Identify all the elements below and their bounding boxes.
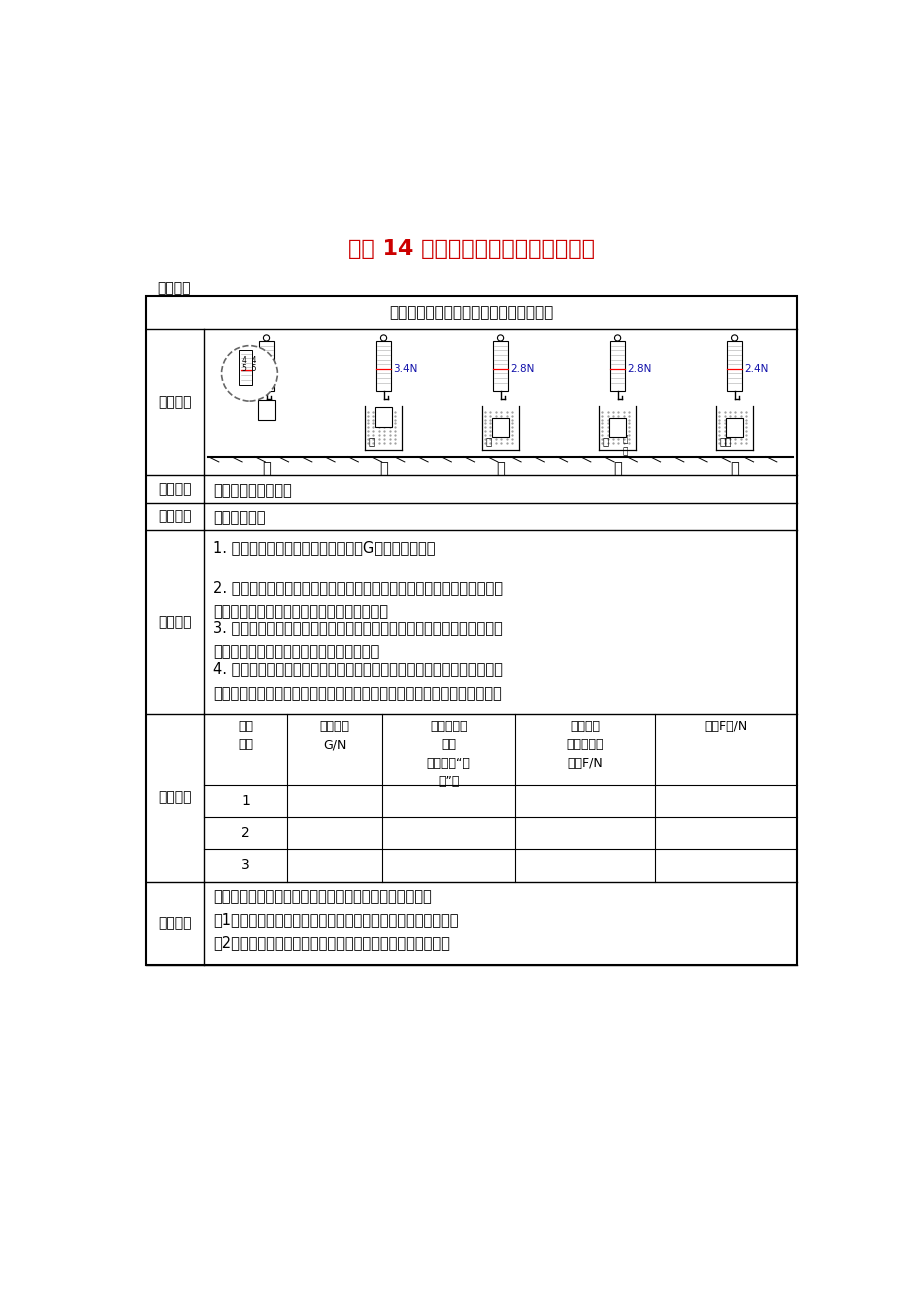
Bar <box>239 350 252 385</box>
Text: 2. 依次将金属块浸入水中不同位置，如图乙、丙所示。观察比较弹簧测力
计的示数变化情况，记从而比较浮力的大小；: 2. 依次将金属块浸入水中不同位置，如图乙、丙所示。观察比较弹簧测力 计的示数变… <box>213 579 503 620</box>
Text: 浮力的大小与液体的密度和物体所排开液体的体积有关。: 浮力的大小与液体的密度和物体所排开液体的体积有关。 <box>213 889 432 905</box>
Circle shape <box>380 335 386 341</box>
Circle shape <box>731 335 737 341</box>
Text: 2.8N: 2.8N <box>627 363 652 374</box>
Text: 5  5: 5 5 <box>243 365 256 374</box>
Text: 实验 14 探究浮力大小跟哪些因素有关: 实验 14 探究浮力大小跟哪些因素有关 <box>347 240 595 259</box>
Text: 探究过程: 探究过程 <box>158 615 191 629</box>
Bar <box>726 341 742 391</box>
Text: 实验装置: 实验装置 <box>158 395 191 409</box>
Text: 浸入水中
弹簧测力计
示数F/N: 浸入水中 弹簧测力计 示数F/N <box>566 720 603 769</box>
Bar <box>608 418 626 437</box>
Bar <box>146 297 796 965</box>
Text: 4. 再将金属块分别浸没在水和浓盐水中，如图丁、戊所示，观察比较弹簧
测力计的示数变化情况，从而比较金属块在水和浓盐水中受到浮力的大小；: 4. 再将金属块分别浸没在水和浓盐水中，如图丁、戊所示，观察比较弹簧 测力计的示… <box>213 661 503 700</box>
Bar <box>725 418 743 437</box>
Text: 浮力F浮/N: 浮力F浮/N <box>703 720 746 733</box>
Text: 乙: 乙 <box>379 461 388 477</box>
Text: 丙: 丙 <box>495 461 505 477</box>
Text: 3. 依次将金属块浸没水中不同位置，如图丙、丁所示。观察比较弹簧测力
计的示数变化情况，从而比较浮力的大小；: 3. 依次将金属块浸没水中不同位置，如图丙、丁所示。观察比较弹簧测力 计的示数变… <box>213 620 503 659</box>
Text: 1: 1 <box>241 794 250 807</box>
Text: 实验方法: 实验方法 <box>158 482 191 496</box>
Text: 实验结论: 实验结论 <box>158 917 191 930</box>
Bar <box>609 341 625 391</box>
Bar <box>493 341 508 391</box>
Text: （2）排开液体的体积一定时，液体的密度越大，浮力越大。: （2）排开液体的体积一定时，液体的密度越大，浮力越大。 <box>213 935 449 950</box>
Circle shape <box>497 335 503 341</box>
Text: 戊: 戊 <box>730 461 738 477</box>
Bar <box>375 341 391 391</box>
Text: 水: 水 <box>484 436 491 445</box>
Text: 考点聚焦: 考点聚焦 <box>157 281 191 296</box>
Text: 称重法测浮力: 称重法测浮力 <box>213 510 266 526</box>
Bar <box>492 418 508 437</box>
Text: 1. 用弹簧测力计测出金属块所受重力G，如图甲所示；: 1. 用弹簧测力计测出金属块所受重力G，如图甲所示； <box>213 540 436 555</box>
Bar <box>375 408 391 427</box>
Text: 盐
水: 盐 水 <box>622 435 628 457</box>
Text: 盐水: 盐水 <box>719 436 731 445</box>
Text: 2: 2 <box>241 825 250 840</box>
Text: 记录表格: 记录表格 <box>158 790 191 805</box>
Text: 3: 3 <box>241 858 250 872</box>
Text: 甲: 甲 <box>262 461 270 477</box>
Circle shape <box>614 335 620 341</box>
Text: 2.8N: 2.8N <box>510 363 535 374</box>
Circle shape <box>221 345 277 401</box>
Text: 丁: 丁 <box>613 461 621 477</box>
Text: 实验原理: 实验原理 <box>158 509 191 523</box>
Text: 物体重力
G/N: 物体重力 G/N <box>319 720 349 751</box>
Text: 探究课题：探究浮力大小跟哪些因素有关: 探究课题：探究浮力大小跟哪些因素有关 <box>389 306 553 320</box>
Text: （1）液体的密度一定时，所排开液体的体积越大，浮力越大。: （1）液体的密度一定时，所排开液体的体积越大，浮力越大。 <box>213 913 459 927</box>
Text: 控制变量法，转换法: 控制变量法，转换法 <box>213 483 292 497</box>
Text: 水: 水 <box>368 436 374 445</box>
Text: 2.4N: 2.4N <box>743 363 768 374</box>
Text: 实验
次数: 实验 次数 <box>238 720 253 751</box>
Text: 水: 水 <box>601 436 607 445</box>
Circle shape <box>263 335 269 341</box>
Bar <box>258 341 274 391</box>
Text: 3.4N: 3.4N <box>393 363 417 374</box>
Bar <box>257 400 275 419</box>
Text: 物体浸入水
中的
体积（填“大
小”）: 物体浸入水 中的 体积（填“大 小”） <box>426 720 471 789</box>
Text: 4  4: 4 4 <box>243 355 256 365</box>
